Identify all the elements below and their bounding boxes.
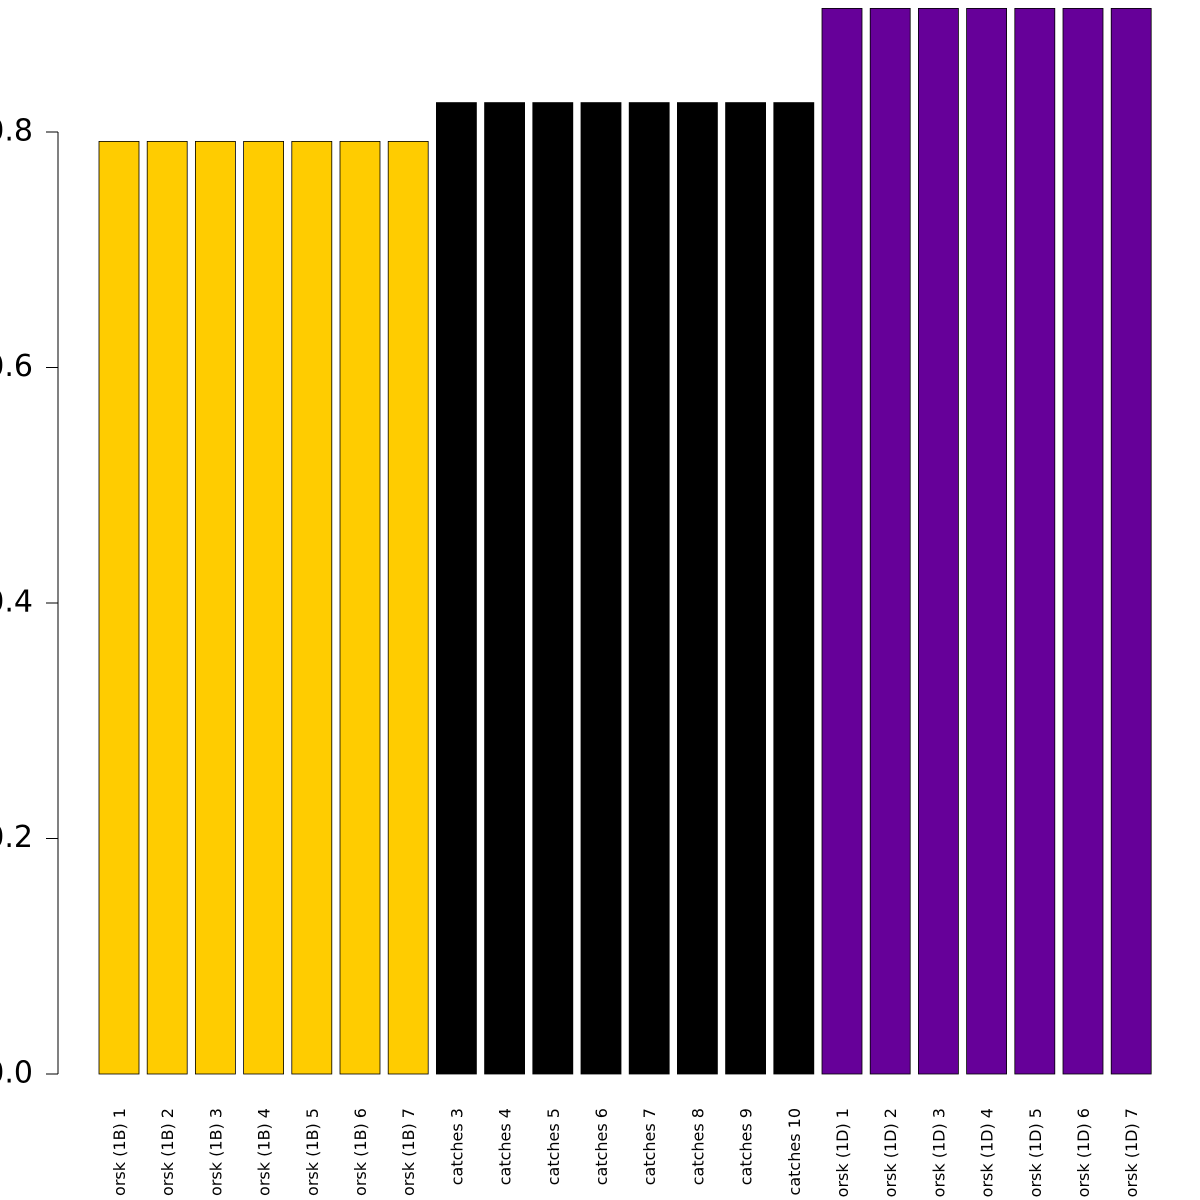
x-tick-label: orsk (1B) 7 bbox=[399, 1108, 418, 1196]
bar bbox=[918, 7, 959, 1075]
x-tick-label: orsk (1B) 5 bbox=[303, 1108, 322, 1196]
x-tick-label: catches 9 bbox=[737, 1108, 756, 1185]
y-axis: 0.0 0.2 0.4 0.6 0.8 bbox=[0, 114, 59, 1091]
x-tick-label: catches 4 bbox=[496, 1108, 515, 1185]
bar bbox=[773, 102, 815, 1075]
x-tick-label: orsk (1B) 3 bbox=[206, 1108, 225, 1196]
y-tick-label: 0.4 bbox=[0, 585, 33, 620]
bar bbox=[869, 7, 911, 1075]
y-tick-label: 0.6 bbox=[0, 349, 33, 384]
bar bbox=[435, 102, 477, 1075]
x-tick-label: orsk (1D) 3 bbox=[929, 1108, 948, 1197]
bar bbox=[628, 102, 670, 1075]
x-tick-label: catches 5 bbox=[544, 1108, 563, 1185]
bars bbox=[98, 7, 1152, 1075]
x-tick-label: catches 7 bbox=[640, 1108, 659, 1185]
x-tick-label: orsk (1B) 2 bbox=[158, 1108, 177, 1196]
bar bbox=[484, 102, 526, 1075]
x-tick-label: orsk (1D) 6 bbox=[1074, 1108, 1093, 1197]
x-tick-label: orsk (1D) 4 bbox=[978, 1108, 997, 1197]
bar bbox=[1062, 7, 1104, 1075]
x-tick-label: orsk (1D) 2 bbox=[881, 1108, 900, 1197]
bar bbox=[725, 102, 766, 1075]
x-tick-label: orsk (1D) 5 bbox=[1026, 1108, 1045, 1197]
bar bbox=[580, 102, 622, 1075]
x-tick-label: catches 10 bbox=[785, 1108, 804, 1195]
x-tick-label: orsk (1B) 6 bbox=[351, 1108, 370, 1196]
y-tick-label: 0.0 bbox=[0, 1056, 33, 1091]
bar bbox=[339, 140, 381, 1075]
x-tick-label: orsk (1D) 1 bbox=[833, 1108, 852, 1197]
x-tick-label: orsk (1D) 7 bbox=[1122, 1108, 1141, 1197]
bar bbox=[291, 140, 333, 1075]
bar bbox=[966, 7, 1007, 1075]
x-tick-labels: orsk (1B) 1 orsk (1B) 2 orsk (1B) 3 orsk (1… bbox=[110, 1108, 1141, 1197]
y-tick-label: 0.8 bbox=[0, 114, 33, 149]
y-tick-label: 0.2 bbox=[0, 820, 33, 855]
bar bbox=[98, 140, 140, 1075]
x-tick-label: orsk (1B) 1 bbox=[110, 1108, 129, 1196]
bar bbox=[821, 7, 863, 1075]
bar bbox=[243, 140, 285, 1075]
x-tick-label: catches 6 bbox=[592, 1108, 611, 1185]
x-tick-label: catches 8 bbox=[688, 1108, 707, 1185]
bar bbox=[532, 102, 574, 1075]
bar bbox=[387, 140, 429, 1075]
bar bbox=[1014, 7, 1056, 1075]
x-tick-label: catches 3 bbox=[447, 1108, 466, 1185]
bar bbox=[194, 140, 236, 1075]
bar bbox=[146, 140, 188, 1075]
bar bbox=[1110, 7, 1152, 1075]
x-tick-label: orsk (1B) 4 bbox=[255, 1108, 274, 1196]
bar bbox=[677, 102, 718, 1075]
